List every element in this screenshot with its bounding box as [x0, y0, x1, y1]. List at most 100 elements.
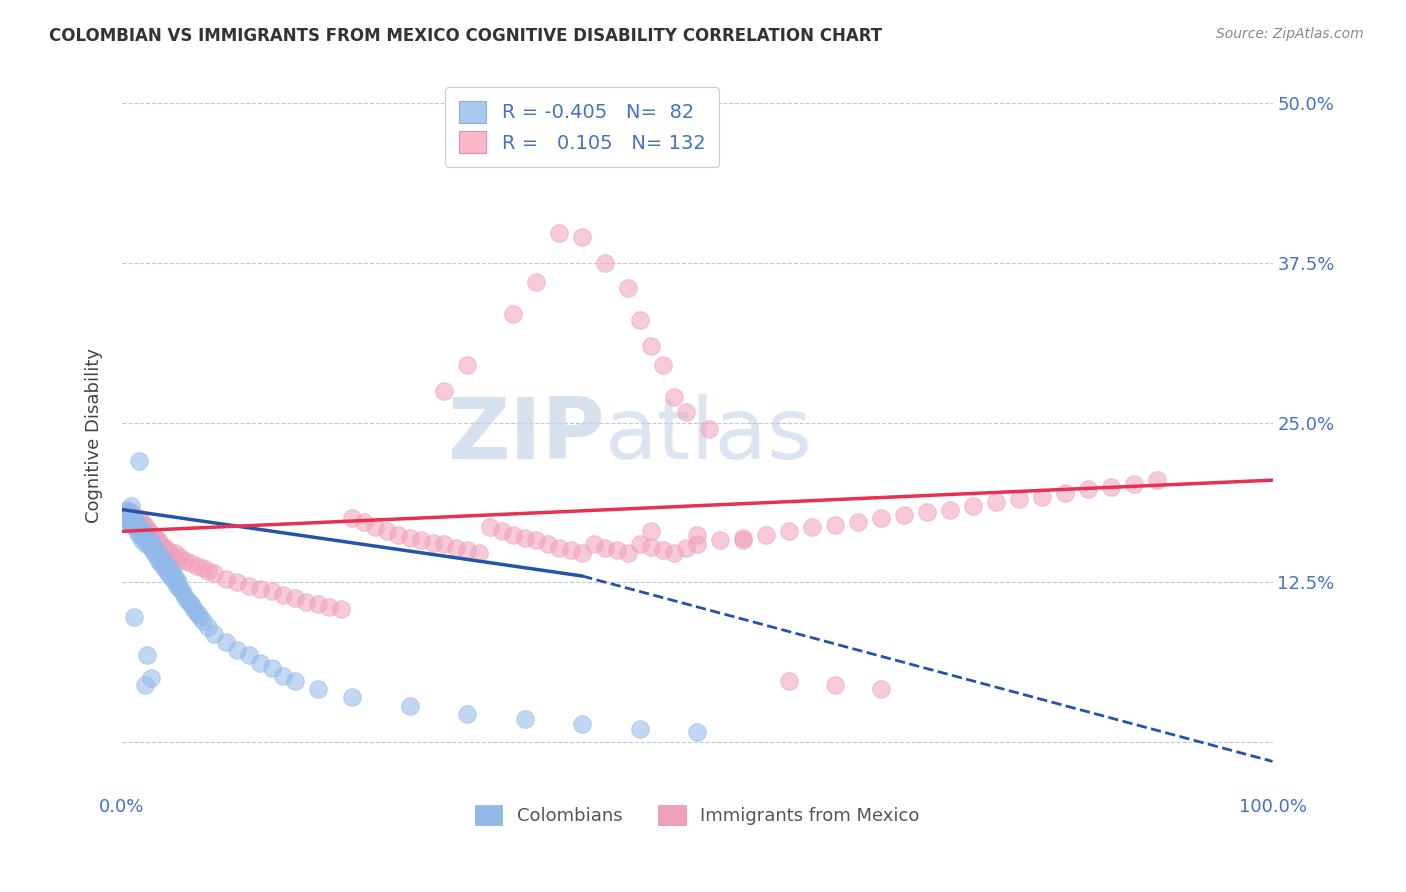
Point [139, 541, 162, 555]
Point [524, 275, 547, 289]
Point [141, 533, 163, 548]
Point [686, 537, 709, 551]
Point [163, 546, 186, 560]
Point [467, 546, 489, 560]
Point [128, 511, 150, 525]
Point [197, 620, 219, 634]
Point [117, 508, 139, 522]
Point [606, 543, 628, 558]
Point [125, 516, 148, 530]
Point [249, 582, 271, 596]
Point [502, 528, 524, 542]
Point [640, 339, 662, 353]
Point [128, 528, 150, 542]
Point [150, 554, 173, 568]
Point [398, 531, 420, 545]
Point [664, 546, 686, 560]
Point [146, 533, 169, 548]
Point [375, 524, 398, 539]
Point [156, 558, 179, 573]
Point [628, 537, 651, 551]
Point [1054, 486, 1077, 500]
Point [479, 520, 502, 534]
Point [166, 579, 188, 593]
Point [117, 505, 139, 519]
Point [184, 605, 207, 619]
Point [801, 520, 824, 534]
Point [456, 543, 478, 558]
Point [824, 678, 846, 692]
Point [318, 599, 340, 614]
Point [271, 588, 294, 602]
Point [444, 541, 467, 555]
Point [165, 572, 187, 586]
Point [651, 543, 673, 558]
Point [145, 541, 167, 555]
Point [122, 511, 145, 525]
Point [188, 610, 211, 624]
Point [214, 572, 236, 586]
Point [593, 256, 616, 270]
Point [524, 533, 547, 548]
Point [131, 516, 153, 530]
Point [364, 520, 387, 534]
Point [422, 535, 444, 549]
Point [986, 495, 1008, 509]
Point [124, 520, 146, 534]
Point [295, 594, 318, 608]
Point [120, 505, 142, 519]
Point [1101, 479, 1123, 493]
Point [1146, 473, 1168, 487]
Point [870, 681, 893, 696]
Point [124, 516, 146, 530]
Point [153, 541, 176, 555]
Point [340, 511, 363, 525]
Point [340, 690, 363, 705]
Point [149, 549, 172, 564]
Point [120, 516, 142, 530]
Point [125, 524, 148, 539]
Point [651, 358, 673, 372]
Point [686, 725, 709, 739]
Point [132, 524, 155, 539]
Point [145, 537, 167, 551]
Point [617, 546, 640, 560]
Point [202, 626, 225, 640]
Point [513, 531, 536, 545]
Point [121, 517, 143, 532]
Point [162, 572, 184, 586]
Point [433, 537, 456, 551]
Point [183, 601, 205, 615]
Point [118, 511, 141, 525]
Point [173, 588, 195, 602]
Point [150, 540, 173, 554]
Point [132, 531, 155, 545]
Point [640, 540, 662, 554]
Point [640, 524, 662, 539]
Point [177, 594, 200, 608]
Point [537, 537, 560, 551]
Legend: Colombians, Immigrants from Mexico: Colombians, Immigrants from Mexico [467, 796, 928, 834]
Point [132, 517, 155, 532]
Point [260, 584, 283, 599]
Point [197, 564, 219, 578]
Point [733, 533, 755, 548]
Point [131, 533, 153, 548]
Point [163, 575, 186, 590]
Point [138, 533, 160, 548]
Point [307, 597, 329, 611]
Text: atlas: atlas [605, 394, 813, 477]
Point [917, 505, 939, 519]
Point [170, 584, 193, 599]
Point [1077, 482, 1099, 496]
Point [139, 671, 162, 685]
Point [142, 543, 165, 558]
Point [191, 614, 214, 628]
Point [155, 546, 177, 560]
Point [939, 502, 962, 516]
Point [145, 549, 167, 564]
Point [582, 537, 605, 551]
Point [150, 543, 173, 558]
Point [571, 230, 593, 244]
Point [162, 549, 184, 564]
